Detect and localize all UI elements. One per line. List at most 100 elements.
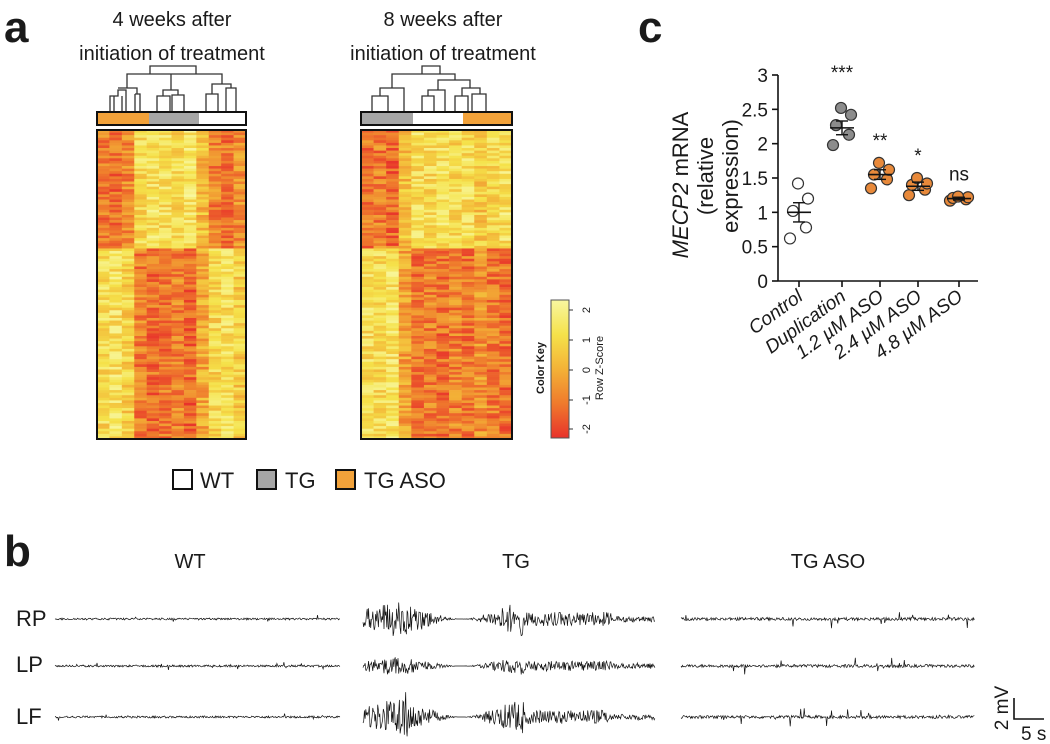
heatmap-cell	[386, 130, 400, 133]
heatmap-cell	[499, 168, 513, 172]
heatmap-cell	[386, 299, 400, 303]
heatmap-cell	[159, 196, 172, 200]
heatmap-cell	[159, 323, 172, 327]
heatmap-cell	[386, 160, 400, 164]
heatmap-cell	[398, 348, 412, 352]
heatmap-cell	[183, 225, 197, 229]
heatmap-cell	[423, 436, 437, 440]
heatmap-cell	[461, 366, 475, 370]
heatmap-cell	[474, 196, 488, 200]
heatmap-cell	[171, 374, 185, 378]
heatmap-cell	[109, 271, 123, 275]
heatmap-cell	[208, 297, 222, 301]
heatmap-cell	[121, 374, 135, 378]
heatmap-cell	[183, 341, 197, 345]
heatmap-cell	[97, 354, 110, 357]
heatmap-cell	[208, 135, 222, 139]
heatmap-cell	[109, 330, 123, 334]
heatmap-cell	[121, 338, 135, 342]
heatmap-cell	[398, 263, 412, 267]
heatmap-cell	[461, 320, 475, 324]
heatmap-cell	[208, 189, 222, 193]
heatmap-cell	[436, 194, 450, 198]
heatmap-cell	[449, 202, 462, 205]
heatmap-cell	[361, 390, 374, 393]
heatmap-cell	[449, 292, 462, 296]
heatmap-cell	[233, 384, 247, 388]
heatmap-cell	[183, 202, 197, 205]
heatmap-cell	[499, 271, 513, 275]
heatmap-cell	[121, 397, 135, 401]
heatmap-cell	[486, 137, 500, 141]
heatmap-cell	[386, 173, 400, 177]
heatmap-cell	[233, 199, 247, 203]
heatmap-cell	[411, 415, 425, 419]
heatmap-cell	[373, 261, 387, 265]
heatmap-cell	[386, 346, 400, 350]
heatmap-cell	[499, 377, 513, 381]
heatmap-cell	[386, 269, 400, 272]
heatmap-cell	[361, 299, 374, 303]
heatmap-cell	[196, 390, 210, 393]
heatmap-cell	[411, 433, 425, 437]
heatmap-cell	[109, 433, 123, 437]
eeg-trace	[680, 612, 975, 629]
heatmap-cell	[373, 287, 387, 290]
heatmap-cell	[183, 415, 197, 419]
heatmap-cell	[486, 436, 500, 440]
heatmap-cell	[233, 230, 247, 234]
heatmap-cell	[146, 320, 160, 324]
heatmap-cell	[449, 276, 462, 280]
heatmap-cell	[159, 256, 172, 260]
heatmap-cell	[233, 305, 247, 308]
heatmap-cell	[436, 173, 450, 177]
heatmap-cell	[196, 166, 210, 169]
heatmap-cell	[221, 240, 234, 244]
heatmap-cell	[499, 173, 513, 177]
heatmap-cell	[97, 240, 110, 244]
data-point	[872, 156, 886, 169]
heatmap-cell	[373, 191, 387, 195]
heatmap-cell	[386, 251, 400, 254]
heatmap-cell	[171, 410, 185, 414]
heatmap-cell	[146, 397, 160, 401]
heatmap-cell	[134, 426, 147, 430]
heatmap-cell	[221, 310, 234, 314]
heatmap-cell	[423, 186, 437, 190]
heatmap-cell	[361, 297, 374, 301]
heatmap-cell	[411, 207, 425, 211]
heatmap-cell	[146, 248, 160, 252]
heatmap-cell	[449, 171, 462, 175]
heatmap-cell	[411, 240, 425, 244]
heatmap-cell	[361, 150, 374, 154]
heatmap-cell	[97, 364, 110, 368]
heatmap-cell	[159, 263, 172, 267]
heatmap-cell	[208, 160, 222, 164]
heatmap-cell	[411, 269, 425, 272]
heatmap-cell	[386, 194, 400, 198]
heatmap-cell	[499, 171, 513, 175]
heatmap-cell	[159, 281, 172, 285]
heatmap-cell	[411, 366, 425, 370]
heatmap-cell	[499, 150, 513, 154]
heatmap-cell	[398, 142, 412, 146]
heatmap-cell	[398, 243, 412, 247]
heatmap-cell	[461, 271, 475, 275]
heatmap-cell	[109, 181, 123, 185]
heatmap-cell	[146, 392, 160, 396]
heatmap-cell	[423, 160, 437, 164]
heatmap-cell	[423, 348, 437, 352]
heatmap-cell	[361, 245, 374, 249]
heatmap-cell	[411, 351, 425, 355]
heatmap-cell	[134, 227, 147, 231]
heatmap-cell	[361, 256, 374, 260]
heatmap-cell	[196, 132, 210, 136]
heatmap-cell	[386, 428, 400, 432]
heatmap-cell	[386, 390, 400, 393]
heatmap-cell	[146, 426, 160, 430]
heatmap-cell	[146, 436, 160, 440]
heatmap-cell	[159, 184, 172, 187]
heatmap-cell	[97, 292, 110, 296]
heatmap-cell	[474, 299, 488, 303]
heatmap-cell	[398, 336, 412, 339]
